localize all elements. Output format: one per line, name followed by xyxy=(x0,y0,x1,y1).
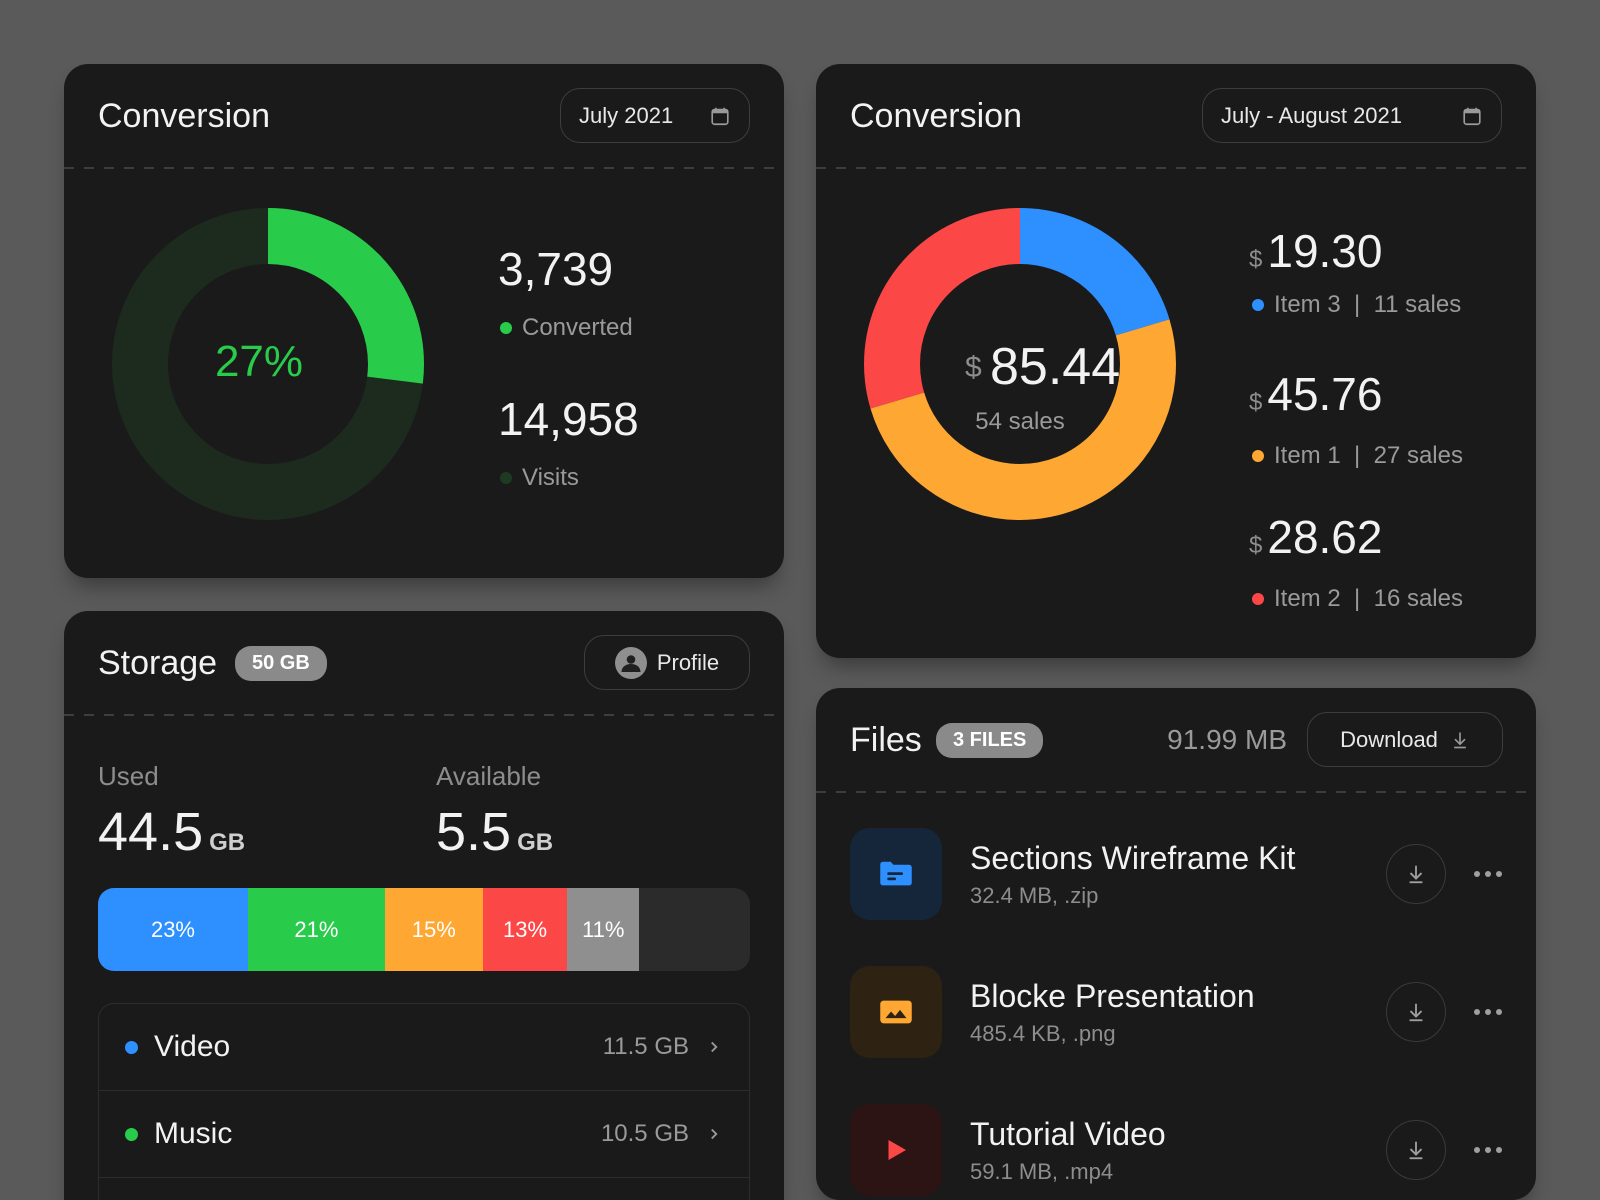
svg-text:$: $ xyxy=(965,351,982,384)
svg-text:85.44: 85.44 xyxy=(990,338,1120,396)
svg-text:54 sales: 54 sales xyxy=(975,408,1064,435)
svg-text:27%: 27% xyxy=(215,337,303,386)
